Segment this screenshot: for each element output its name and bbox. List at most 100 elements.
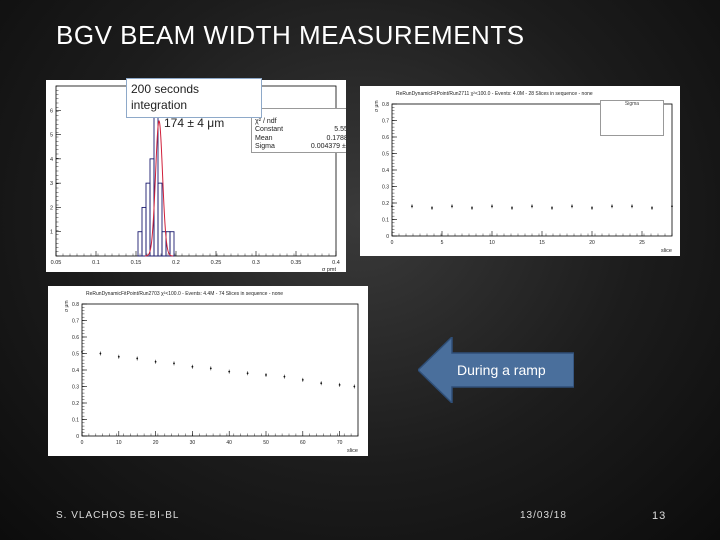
data-point bbox=[173, 362, 175, 365]
bottom-left-plot-panel: ReRunDynamicFitPoint/Run2703 χ²<100.0 - … bbox=[48, 286, 368, 456]
data-point bbox=[651, 207, 653, 209]
data-point bbox=[611, 205, 613, 208]
y-tick-label: 0.6 bbox=[72, 335, 79, 341]
x-axis-label: σ pmt bbox=[322, 267, 337, 272]
data-point bbox=[320, 382, 323, 385]
data-point bbox=[531, 205, 533, 208]
stats-value: 5.558 ± 1.107 bbox=[334, 126, 346, 133]
stats-key: Sigma bbox=[255, 143, 275, 150]
y-tick-label: 0.1 bbox=[382, 218, 389, 224]
data-point bbox=[136, 357, 139, 360]
y-tick-label: 0.8 bbox=[382, 102, 389, 108]
data-point bbox=[246, 372, 249, 375]
y-tick-label: 0.2 bbox=[382, 201, 389, 207]
data-point bbox=[591, 207, 593, 209]
footer-author: S. VLACHOS BE-BI-BL bbox=[56, 510, 180, 521]
y-tick-label: 2 bbox=[50, 205, 53, 211]
stats-value: 0.1788 ± 0.0018 bbox=[326, 134, 346, 142]
stats-key: Constant bbox=[255, 126, 284, 133]
arrow-label: During a ramp bbox=[457, 362, 546, 378]
plot-title: ReRunDynamicFitPoint/Run2711 χ²<100.0 - … bbox=[396, 91, 593, 97]
legend-title: Sigma bbox=[624, 101, 640, 107]
page-number: 13 bbox=[652, 510, 667, 522]
histogram-chart: 0.05 0.1 0.15 0.2 0.25 0.3 0.35 0.4 1 2 3 4 5 6 σ pmt bbox=[50, 85, 340, 272]
y-tick-label: 0.3 bbox=[382, 185, 389, 191]
x-tick-label: 40 bbox=[226, 440, 232, 446]
y-tick-label: 0 bbox=[386, 234, 389, 240]
callout-value: 174 ± 4 μm bbox=[164, 116, 225, 130]
data-point bbox=[431, 207, 433, 209]
x-axis-label: slice bbox=[347, 448, 358, 454]
data-point bbox=[631, 205, 633, 208]
y-tick-label: 3 bbox=[50, 181, 53, 187]
slide-title: BGV BEAM WIDTH MEASUREMENTS bbox=[56, 20, 525, 50]
stats-key: Mean bbox=[255, 134, 273, 142]
x-tick-label: 5 bbox=[441, 240, 444, 246]
data-point bbox=[353, 385, 356, 388]
data-point bbox=[81, 350, 83, 353]
x-tick-label: 0.25 bbox=[211, 260, 222, 266]
y-axis-label: σ μm bbox=[64, 300, 70, 312]
data-point bbox=[209, 367, 212, 370]
x-tick-label: 0.4 bbox=[332, 260, 340, 266]
stats-row: Sigma 0.004379 ± 0.001750 bbox=[252, 143, 346, 152]
stats-row: χ² / ndf4.038 / 4 bbox=[252, 118, 346, 127]
y-tick-label: 0.2 bbox=[72, 401, 79, 407]
left-arrow-icon bbox=[418, 337, 574, 403]
data-point bbox=[283, 375, 286, 378]
top-right-chart: ReRunDynamicFitPoint/Run2711 χ²<100.0 - … bbox=[374, 91, 673, 254]
x-tick-label: 10 bbox=[116, 440, 122, 446]
data-point bbox=[671, 205, 673, 208]
y-tick-label: 6 bbox=[50, 108, 53, 114]
data-point bbox=[551, 207, 553, 209]
data-point bbox=[471, 207, 473, 209]
top-right-legend: Sigma bbox=[600, 100, 664, 136]
x-tick-label: 10 bbox=[489, 240, 495, 246]
top-right-plot-panel: ReRunDynamicFitPoint/Run2711 χ²<100.0 - … bbox=[360, 86, 680, 256]
data-point bbox=[338, 383, 341, 386]
y-tick-label: 0.5 bbox=[72, 352, 79, 358]
plot-frame bbox=[81, 303, 359, 437]
y-tick-label: 0.7 bbox=[72, 319, 79, 325]
data-point bbox=[411, 205, 413, 208]
x-tick-label: 0.3 bbox=[252, 260, 260, 266]
x-tick-label: 60 bbox=[300, 440, 306, 446]
y-tick-label: 0.7 bbox=[382, 119, 389, 125]
data-point bbox=[391, 205, 393, 208]
data-point bbox=[491, 205, 493, 208]
data-point bbox=[99, 352, 102, 355]
plot-title: ReRunDynamicFitPoint/Run2703 χ²<100.0 - … bbox=[86, 291, 283, 297]
data-point bbox=[451, 205, 453, 208]
y-tick-label: 0.3 bbox=[72, 385, 79, 391]
x-tick-label: 30 bbox=[190, 440, 196, 446]
x-tick-label: 20 bbox=[589, 240, 595, 246]
y-tick-label: 5 bbox=[50, 133, 53, 139]
histogram-bar bbox=[145, 182, 151, 257]
stats-row: 21 bbox=[252, 109, 346, 118]
x-tick-label: 50 bbox=[263, 440, 269, 446]
stats-row: Mean 0.1788 ± 0.0018 bbox=[252, 135, 346, 144]
stats-key: χ² / ndf bbox=[255, 117, 277, 125]
data-point bbox=[571, 205, 573, 208]
y-tick-label: 0.4 bbox=[382, 168, 389, 174]
y-tick-label: 0 bbox=[76, 434, 79, 440]
x-tick-label: 0 bbox=[391, 240, 394, 246]
x-tick-label: 0.15 bbox=[131, 260, 142, 266]
callout-line-2: integration bbox=[131, 98, 188, 112]
stats-row: Constant 5.558 ± 1.107 bbox=[252, 126, 346, 135]
x-tick-label: 70 bbox=[337, 440, 343, 446]
y-tick-label: 0.8 bbox=[72, 302, 79, 308]
x-tick-label: 0.05 bbox=[51, 260, 62, 266]
data-point bbox=[265, 374, 267, 376]
bottom-left-chart: ReRunDynamicFitPoint/Run2703 χ²<100.0 - … bbox=[64, 291, 359, 454]
x-tick-label: 20 bbox=[153, 440, 159, 446]
x-tick-label: 0.2 bbox=[172, 260, 180, 266]
y-tick-label: 0.5 bbox=[382, 152, 389, 158]
data-point bbox=[191, 365, 194, 368]
data-point bbox=[511, 207, 513, 209]
x-tick-label: 0.35 bbox=[291, 260, 302, 266]
data-point bbox=[154, 360, 157, 363]
x-tick-label: 15 bbox=[539, 240, 545, 246]
histogram-stats-box: 21χ² / ndf4.038 / 4Constant 5.558 ± 1.107… bbox=[251, 108, 346, 153]
x-tick-label: 0 bbox=[81, 440, 84, 446]
